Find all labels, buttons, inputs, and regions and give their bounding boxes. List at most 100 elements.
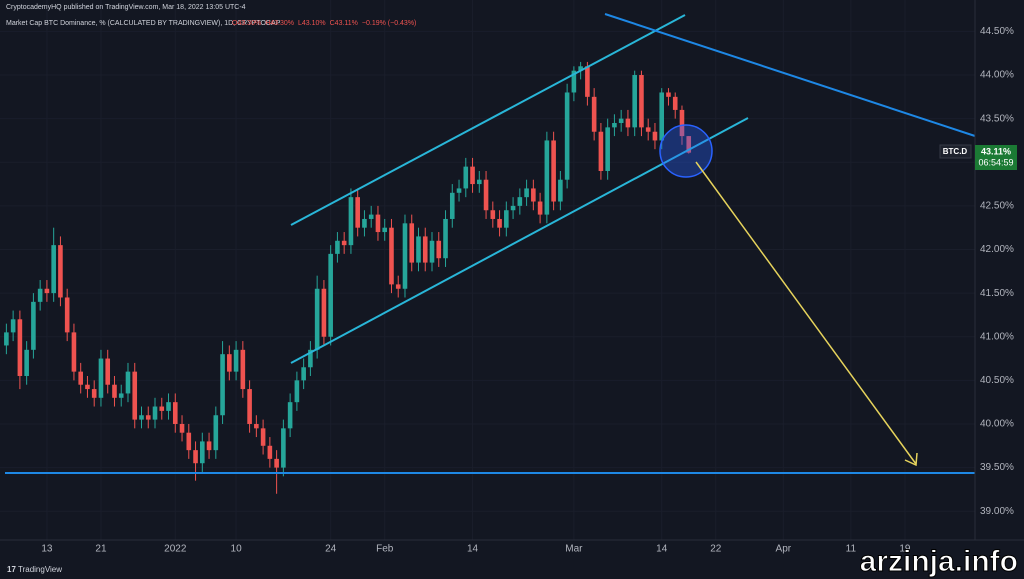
candle-body [335,240,340,254]
y-tick-label: 44.50% [980,26,1014,37]
candle-body [4,332,9,346]
candle-body [206,441,212,451]
candle-body [98,358,104,398]
candle-body [497,218,502,228]
candle-body [659,92,665,141]
x-tick-label: 24 [325,544,337,555]
candle-body [429,240,435,263]
candle-body [220,354,225,416]
trend-line [604,13,976,137]
candle-body [71,332,77,372]
candle-body [267,445,273,459]
candle-body [37,288,43,302]
channel-lower [290,117,749,364]
y-tick-label: 44.00% [980,70,1014,81]
candle-body [314,288,320,350]
candle-body [564,92,570,180]
candle-body [78,371,83,385]
y-tick-label: 39.00% [980,506,1014,517]
x-tick-label: 22 [710,544,722,555]
candle-body [321,288,327,337]
candle-body [274,458,279,468]
arrow-head [904,452,918,467]
candle-body [612,123,617,128]
symbol: BTC.D [943,147,968,156]
candle-body [260,428,266,446]
symbol-box [939,144,972,159]
candle-body [105,358,111,385]
y-tick-label: 40.50% [980,375,1014,386]
candle-body [416,236,421,263]
candle-body [328,253,333,337]
candle-body [159,406,165,411]
channel-upper [290,14,686,226]
candle-body [463,166,469,189]
candle-body [395,284,401,289]
ohlc-value: L43.10% [298,20,326,27]
y-tick-label: 39.50% [980,462,1014,473]
ohlc-value: −0.19% (−0.43%) [362,20,416,27]
arrow-line [695,161,917,465]
candle-body [679,109,685,137]
candle-body [531,188,536,202]
x-tick-label: 11 [846,544,857,555]
watermark: arzinja.info [860,545,1018,578]
highlight-circle [659,124,713,178]
candle-body [483,179,489,211]
candle-body [233,349,239,372]
brand-logo: 17 [7,565,16,574]
x-tick-label: Mar [565,544,583,555]
price-box [975,145,1017,170]
candle-body [382,227,388,233]
ohlc-value: O43.30% [232,20,261,27]
candle-body [537,201,543,215]
candle-body [348,197,354,246]
candle-body [355,197,360,228]
candle-body [287,402,293,429]
countdown: 06:54:59 [978,157,1013,167]
candle-body [476,179,482,185]
candle-body [598,131,604,171]
brand: TradingView [18,565,62,574]
candle-body [51,245,56,294]
ohlc-legend: O43.30% H43.30% L43.10% C43.11% −0.19% (−0.4… [232,20,416,27]
candle-body [625,118,631,128]
y-tick-label: 42.50% [980,201,1014,212]
publisher: CryptocademyHQ published on TradingView.… [6,4,246,11]
candle-body [254,423,259,429]
candle-body [132,371,138,420]
candle-body [672,96,678,110]
candle-body [591,96,597,132]
candle-body [470,166,475,185]
axes: 39.00% 39.50% 40.00% 40.50% 41.00% 41.50% 42.0… [41,26,1014,555]
candle-body [125,371,131,394]
candle-body [449,192,455,219]
candle-body [17,319,23,376]
ohlc-value: H43.30% [265,20,294,27]
price-label: 43.11% [981,146,1011,156]
ohlc-value: C43.11% [330,20,358,27]
candle-body [227,354,232,372]
candle-body [31,301,36,350]
candle-body [504,210,509,228]
candle-body [578,66,583,71]
candles [4,61,692,494]
candle-body [145,415,151,420]
y-tick-label: 43.50% [980,113,1014,124]
y-tick-label: 41.00% [980,331,1014,342]
candle-body [172,402,178,424]
candle-body [44,288,50,294]
candle-body [686,136,692,153]
candle-body [436,240,442,259]
x-tick-label: 21 [95,544,107,555]
candle-body [551,140,556,202]
candle-body [375,214,381,233]
drawings [5,13,976,474]
x-tick-label: 10 [231,544,243,555]
candle-body [152,406,158,420]
candle-body [139,415,144,420]
candle-body [301,367,306,381]
candle-body [443,218,448,259]
last-price: BTC.D 43.11% 06:54:59 [939,144,1017,170]
